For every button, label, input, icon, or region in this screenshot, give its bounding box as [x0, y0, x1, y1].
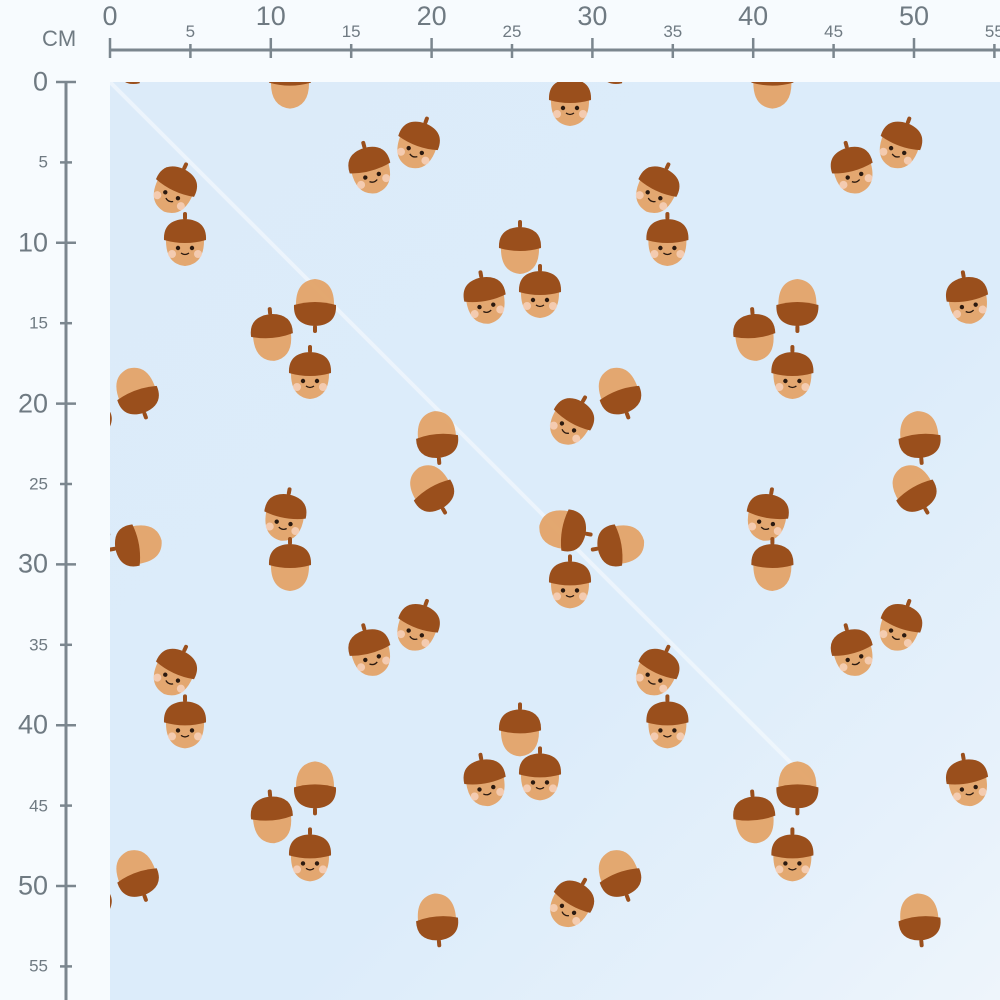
acorn-face-icon [153, 162, 197, 213]
acorn-face-icon [518, 746, 562, 801]
acorn-icon [776, 279, 819, 333]
acorn-icon [898, 893, 941, 948]
acorn-icon [250, 789, 293, 844]
vertical-ruler-label: 40 [17, 709, 48, 740]
acorn-face-icon [646, 212, 689, 266]
acorn-face-icon [548, 554, 592, 609]
acorn-face-icon [288, 827, 332, 882]
horizontal-ruler-label: 45 [824, 22, 844, 41]
acorn-icon [416, 893, 459, 948]
acorn-face-icon [830, 140, 873, 194]
acorn-face-icon [646, 694, 689, 749]
horizontal-ruler-label: 35 [663, 22, 683, 41]
acorn-face-icon [264, 487, 307, 541]
acorn-icon [733, 307, 776, 361]
acorn-face-icon [549, 877, 595, 928]
horizontal-ruler-label: 55 [984, 22, 1000, 41]
acorn-icon [293, 761, 337, 816]
horizontal-ruler-label: 5 [185, 22, 196, 41]
acorn-face-icon [549, 395, 595, 445]
acorn-face-icon [163, 212, 207, 266]
acorn-icon [733, 789, 776, 844]
acorn-icon [293, 279, 337, 333]
horizontal-ruler-label: 10 [255, 1, 286, 31]
acorn-icon [498, 220, 542, 274]
acorn-icon [268, 82, 312, 109]
acorn-face-icon [771, 827, 814, 882]
acorn-face-icon [830, 623, 873, 676]
vertical-ruler-label: 20 [17, 388, 48, 419]
acorn-face-icon [548, 82, 592, 126]
acorn-face-icon [946, 270, 989, 324]
acorn-icon [268, 537, 312, 591]
acorn-face-icon [396, 116, 440, 169]
acorn-face-icon [463, 752, 506, 807]
acorn-icon [416, 411, 459, 465]
acorn-icon [776, 761, 819, 816]
horizontal-ruler-label: 0 [102, 1, 118, 31]
vertical-ruler-label: 0 [32, 66, 48, 97]
acorn-face-icon [635, 162, 680, 213]
acorn-face-icon [879, 598, 923, 651]
acorn-icon [751, 537, 794, 591]
horizontal-ruler-label: 20 [416, 1, 447, 31]
acorn-icon [116, 850, 159, 902]
acorn-pattern [110, 82, 989, 948]
horizontal-ruler-label: 30 [577, 1, 608, 31]
horizontal-ruler-label: 40 [738, 1, 769, 31]
acorn-face-icon [879, 116, 923, 169]
fabric-fold-line [110, 82, 812, 784]
vertical-ruler-label: 30 [17, 548, 48, 579]
acorn-face-icon [163, 694, 207, 749]
acorn-icon [110, 524, 162, 567]
acorn-icon [598, 850, 642, 902]
fabric-swatch [110, 82, 1000, 1000]
acorn-face-icon [348, 623, 391, 676]
acorn-icon [250, 307, 293, 361]
acorn-icon [590, 524, 645, 567]
vertical-ruler-label: 10 [17, 227, 48, 258]
horizontal-ruler-label: 50 [898, 1, 930, 31]
acorn-face-icon [348, 140, 391, 194]
acorn-face-icon [946, 752, 989, 807]
acorn-icon [751, 82, 794, 109]
vertical-ruler-label: 5 [38, 152, 48, 172]
horizontal-ruler-label: 15 [341, 22, 361, 41]
acorn-icon [410, 465, 455, 515]
acorn-face-icon [463, 270, 506, 324]
acorn-icon [598, 367, 642, 420]
acorn-icon [539, 509, 593, 552]
acorn-face-icon [771, 345, 814, 399]
vertical-ruler-label: 25 [29, 474, 48, 494]
acorn-icon [498, 702, 542, 757]
vertical-ruler-label: 15 [29, 313, 48, 333]
ruler-unit-label: CM [42, 26, 77, 51]
acorn-icon [892, 465, 937, 515]
vertical-ruler-label: 50 [17, 870, 48, 901]
acorn-face-icon [746, 487, 789, 541]
acorn-icon [116, 367, 159, 420]
acorn-face-icon [288, 345, 332, 399]
acorn-icon [898, 411, 941, 465]
vertical-ruler-label: 55 [29, 956, 48, 976]
acorn-face-icon [153, 644, 197, 696]
acorn-face-icon [518, 264, 562, 318]
acorn-face-icon [396, 598, 440, 651]
horizontal-ruler-label: 25 [502, 22, 522, 41]
acorn-face-icon [635, 644, 680, 696]
vertical-ruler-label: 45 [29, 796, 48, 816]
vertical-ruler-label: 35 [29, 635, 48, 655]
